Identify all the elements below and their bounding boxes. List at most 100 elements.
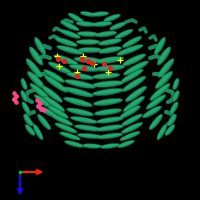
Ellipse shape xyxy=(22,79,27,89)
Ellipse shape xyxy=(170,102,177,113)
Ellipse shape xyxy=(70,65,98,70)
Ellipse shape xyxy=(30,47,42,64)
Point xyxy=(62,59,66,63)
Ellipse shape xyxy=(93,89,123,94)
Ellipse shape xyxy=(70,116,98,124)
Ellipse shape xyxy=(91,12,109,16)
Ellipse shape xyxy=(74,125,102,131)
Ellipse shape xyxy=(51,114,73,126)
Point xyxy=(86,59,90,63)
Ellipse shape xyxy=(143,106,161,117)
Ellipse shape xyxy=(63,97,93,107)
Point xyxy=(38,102,41,105)
Ellipse shape xyxy=(75,125,101,130)
Ellipse shape xyxy=(124,97,144,111)
Ellipse shape xyxy=(26,59,42,77)
Ellipse shape xyxy=(97,133,123,139)
Ellipse shape xyxy=(66,80,95,87)
Ellipse shape xyxy=(45,70,64,81)
Ellipse shape xyxy=(65,141,83,146)
Ellipse shape xyxy=(30,83,50,101)
Ellipse shape xyxy=(173,78,179,90)
Ellipse shape xyxy=(165,125,174,135)
Ellipse shape xyxy=(96,32,116,36)
Ellipse shape xyxy=(158,59,174,77)
Ellipse shape xyxy=(42,86,62,102)
Ellipse shape xyxy=(121,69,142,82)
Ellipse shape xyxy=(156,72,172,88)
Ellipse shape xyxy=(60,132,80,140)
Ellipse shape xyxy=(58,46,83,53)
Ellipse shape xyxy=(76,39,100,45)
Ellipse shape xyxy=(49,106,68,117)
Point xyxy=(14,94,17,98)
Ellipse shape xyxy=(69,13,83,22)
Ellipse shape xyxy=(39,106,57,117)
Ellipse shape xyxy=(36,38,45,54)
Ellipse shape xyxy=(74,57,102,63)
Ellipse shape xyxy=(55,37,77,47)
Ellipse shape xyxy=(82,144,102,148)
Ellipse shape xyxy=(122,76,146,92)
Ellipse shape xyxy=(142,106,162,118)
Ellipse shape xyxy=(97,57,123,62)
Ellipse shape xyxy=(56,45,84,55)
Point xyxy=(15,100,18,103)
Point xyxy=(90,61,94,65)
Ellipse shape xyxy=(77,31,99,37)
Ellipse shape xyxy=(123,77,145,91)
Ellipse shape xyxy=(95,65,125,71)
Ellipse shape xyxy=(22,91,27,101)
Ellipse shape xyxy=(96,65,124,70)
Ellipse shape xyxy=(78,47,102,53)
Ellipse shape xyxy=(98,39,122,45)
Ellipse shape xyxy=(120,131,140,141)
Ellipse shape xyxy=(69,64,99,72)
Point xyxy=(75,74,79,78)
Ellipse shape xyxy=(61,30,80,37)
Ellipse shape xyxy=(94,109,122,115)
Point xyxy=(12,91,15,95)
Ellipse shape xyxy=(122,36,142,48)
Ellipse shape xyxy=(66,72,94,80)
Point xyxy=(57,64,61,68)
Point xyxy=(14,94,17,98)
Ellipse shape xyxy=(34,95,54,109)
Ellipse shape xyxy=(165,124,175,136)
Ellipse shape xyxy=(99,39,121,44)
Point xyxy=(82,66,86,70)
Ellipse shape xyxy=(117,45,143,55)
Ellipse shape xyxy=(22,102,30,114)
Ellipse shape xyxy=(27,71,45,89)
Ellipse shape xyxy=(92,81,124,87)
Ellipse shape xyxy=(110,22,126,29)
Ellipse shape xyxy=(60,132,80,139)
Ellipse shape xyxy=(92,21,112,27)
Point xyxy=(39,107,43,111)
Ellipse shape xyxy=(155,71,173,89)
Ellipse shape xyxy=(21,90,27,102)
Ellipse shape xyxy=(96,125,124,131)
Ellipse shape xyxy=(149,114,163,130)
Ellipse shape xyxy=(28,72,44,88)
Ellipse shape xyxy=(103,14,121,22)
Ellipse shape xyxy=(77,22,95,25)
Ellipse shape xyxy=(27,59,42,76)
Ellipse shape xyxy=(75,58,101,62)
Ellipse shape xyxy=(122,123,142,132)
Ellipse shape xyxy=(115,29,133,39)
Ellipse shape xyxy=(67,108,93,115)
Ellipse shape xyxy=(24,114,32,125)
Ellipse shape xyxy=(54,55,78,65)
Ellipse shape xyxy=(123,54,145,65)
Ellipse shape xyxy=(173,90,179,102)
Ellipse shape xyxy=(168,114,176,125)
Ellipse shape xyxy=(46,76,67,91)
Ellipse shape xyxy=(121,69,143,83)
Ellipse shape xyxy=(158,59,173,76)
Ellipse shape xyxy=(92,88,124,96)
Point xyxy=(81,54,85,58)
Ellipse shape xyxy=(120,106,140,118)
Point xyxy=(106,70,110,74)
Ellipse shape xyxy=(56,38,77,45)
